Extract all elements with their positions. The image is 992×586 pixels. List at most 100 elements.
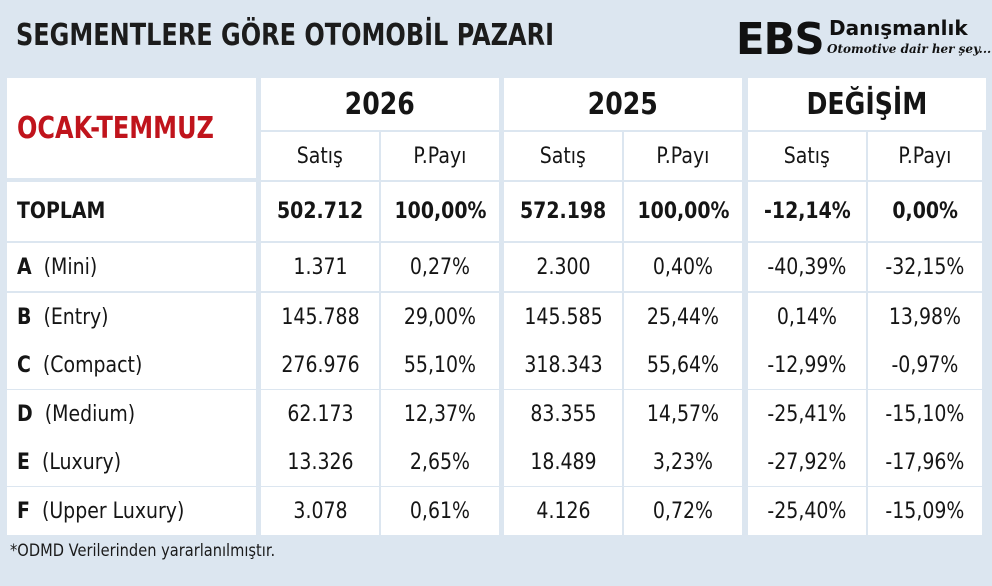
table-cell: 0,14% [748, 293, 866, 341]
table-row-label: B (Entry) [7, 293, 256, 341]
table-cell: 0,27% [381, 243, 499, 291]
sub-column-header: Satış [748, 132, 866, 180]
table-cell: 62.173 [261, 390, 379, 438]
table-row-label-text: E (Luxury) [17, 450, 121, 475]
table-row-label-text: F (Upper Luxury) [17, 499, 184, 524]
page-title: SEGMENTLERE GÖRE OTOMOBİL PAZARI [16, 18, 555, 53]
table-cell: 145.585 [504, 293, 622, 341]
table-cell-text: 276.976 [280, 352, 360, 378]
table-row-label: F (Upper Luxury) [7, 487, 256, 535]
total-row-value: -12,14% [748, 182, 866, 241]
table-row-label: D (Medium) [7, 390, 256, 438]
column-group-header-text: 2025 [587, 86, 659, 122]
table-cell-text: 13.326 [286, 449, 354, 475]
segment-table: OCAK-TEMMUZ 2026 2025 DEĞİŞİM Satış P.Payı Sat… [7, 78, 986, 535]
total-row-value-text: -12,14% [763, 199, 851, 224]
total-row-value-text: 100,00% [394, 199, 486, 224]
segment-name: (Medium) [32, 401, 136, 427]
table-cell: 276.976 [261, 341, 379, 389]
table-cell-text: 145.585 [523, 304, 603, 330]
table-cell-text: 12,37% [403, 401, 477, 427]
table-cell-text: 0,40% [652, 254, 714, 280]
period-label: OCAK-TEMMUZ [7, 78, 256, 178]
table-cell-text: 55,10% [403, 352, 477, 378]
column-group-header: 2025 [504, 78, 742, 130]
sub-column-header: P.Payı [868, 132, 982, 180]
period-label-text: OCAK-TEMMUZ [17, 110, 214, 146]
table-row-label-text: C (Compact) [17, 353, 142, 378]
table-row-label: A (Mini) [7, 243, 256, 291]
sub-column-header: Satış [261, 132, 379, 180]
total-row-label: TOPLAM [7, 182, 256, 241]
table-cell: 55,10% [381, 341, 499, 389]
total-row-value: 572.198 [504, 182, 622, 241]
table-cell-text: -32,15% [885, 254, 965, 280]
table-cell: 4.126 [504, 487, 622, 535]
table-cell-text: -40,39% [767, 254, 847, 280]
table-cell-text: 18.489 [529, 449, 597, 475]
table-cell-text: 3.078 [292, 498, 348, 524]
table-cell: 55,64% [624, 341, 742, 389]
table-row-label-text: A (Mini) [17, 255, 97, 280]
total-row-value: 100,00% [381, 182, 499, 241]
table-cell-text: 13,98% [888, 304, 962, 330]
total-row-value-text: 0,00% [892, 199, 958, 224]
table-cell-text: -0,97% [891, 352, 959, 378]
table-row-label-text: B (Entry) [17, 305, 109, 330]
header-bar: SEGMENTLERE GÖRE OTOMOBİL PAZARI EBS Dan… [0, 0, 992, 76]
table-cell: 83.355 [504, 390, 622, 438]
ebs-logo: EBS Danışmanlık Otomotive dair her şey..… [736, 14, 991, 66]
segment-name: (Luxury) [29, 449, 122, 475]
table-cell-text: 2.300 [535, 254, 591, 280]
table-cell-text: -12,99% [767, 352, 847, 378]
table-cell-text: 0,14% [776, 304, 838, 330]
table-cell: -27,92% [748, 438, 866, 486]
table-cell: 1.371 [261, 243, 379, 291]
table-cell: 25,44% [624, 293, 742, 341]
table-row-label-text: D (Medium) [17, 402, 135, 427]
column-group-header: 2026 [261, 78, 499, 130]
total-row-label-text: TOPLAM [17, 199, 106, 224]
table-cell-text: -15,09% [885, 498, 965, 524]
table-cell: -15,10% [868, 390, 982, 438]
table-cell-text: 145.788 [280, 304, 360, 330]
table-cell: 13.326 [261, 438, 379, 486]
segment-name: (Entry) [31, 304, 109, 330]
table-cell: 29,00% [381, 293, 499, 341]
column-group-header: DEĞİŞİM [748, 78, 986, 130]
table-row-label: C (Compact) [7, 341, 256, 389]
table-cell: 13,98% [868, 293, 982, 341]
table-cell-text: 2,65% [409, 449, 471, 475]
table-cell: -25,40% [748, 487, 866, 535]
table-cell: 0,72% [624, 487, 742, 535]
table-cell: -17,96% [868, 438, 982, 486]
table-cell-text: 318.343 [523, 352, 603, 378]
table-cell-text: 0,72% [652, 498, 714, 524]
segment-code: F [17, 498, 30, 524]
table-cell: 0,40% [624, 243, 742, 291]
logo-tagline: Otomotive dair her şey... [827, 42, 992, 56]
table-cell: 2.300 [504, 243, 622, 291]
total-row-value: 502.712 [261, 182, 379, 241]
table-cell: -0,97% [868, 341, 982, 389]
total-row-value-text: 502.712 [276, 199, 364, 224]
table-cell: -40,39% [748, 243, 866, 291]
table-cell-text: 25,44% [646, 304, 720, 330]
sub-column-header: P.Payı [381, 132, 499, 180]
table-cell-text: 3,23% [652, 449, 714, 475]
table-cell-text: 1.371 [292, 254, 348, 280]
table-cell-text: 55,64% [646, 352, 720, 378]
segment-code: D [17, 401, 33, 427]
table-cell-text: 62.173 [286, 401, 354, 427]
segment-name: (Compact) [30, 352, 143, 378]
total-row-value-text: 100,00% [637, 199, 729, 224]
segment-code: E [17, 449, 30, 475]
table-cell-text: 29,00% [403, 304, 477, 330]
table-row-label: E (Luxury) [7, 438, 256, 486]
sub-column-header-text: Satış [296, 143, 344, 169]
segment-name: (Upper Luxury) [29, 498, 185, 524]
table-cell: -12,99% [748, 341, 866, 389]
table-cell: 14,57% [624, 390, 742, 438]
table-cell-text: -25,41% [767, 401, 847, 427]
sub-column-header: P.Payı [624, 132, 742, 180]
